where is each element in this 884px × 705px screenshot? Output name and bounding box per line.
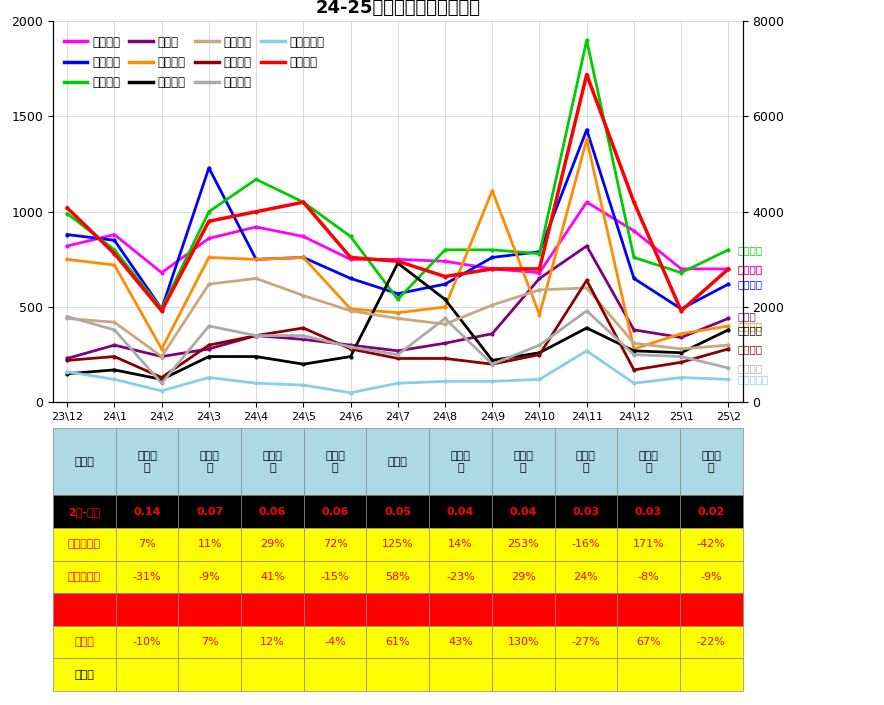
Text: 吉利商用车: 吉利商用车 [738, 374, 769, 384]
Text: 厦门金龙: 厦门金龙 [738, 279, 763, 289]
Text: 苏州金龙: 苏州金龙 [738, 245, 763, 255]
Legend: 中通客车, 厦门金龙, 苏州金龙, 比亚迪, 厦门金旅, 东风汽车, 北汽福田, 安徽安凯, 扬州亚星, 吉利商用车, 郑州宇通: 中通客车, 厦门金龙, 苏州金龙, 比亚迪, 厦门金旅, 东风汽车, 北汽福田,… [59, 31, 329, 94]
Text: 扬州亚星: 扬州亚星 [738, 363, 763, 373]
Text: 厦门金旅: 厦门金旅 [738, 321, 763, 331]
Text: 郑州宇通: 郑州宇通 [738, 264, 763, 274]
Text: 比亚迪: 比亚迪 [738, 312, 757, 321]
Text: 东风汽车: 东风汽车 [738, 325, 763, 335]
Text: 安徽安凯: 安徽安凯 [738, 344, 763, 354]
Title: 24-25年大中客厂家销量走势: 24-25年大中客厂家销量走势 [316, 0, 480, 17]
Text: 中通客车: 中通客车 [738, 264, 763, 274]
